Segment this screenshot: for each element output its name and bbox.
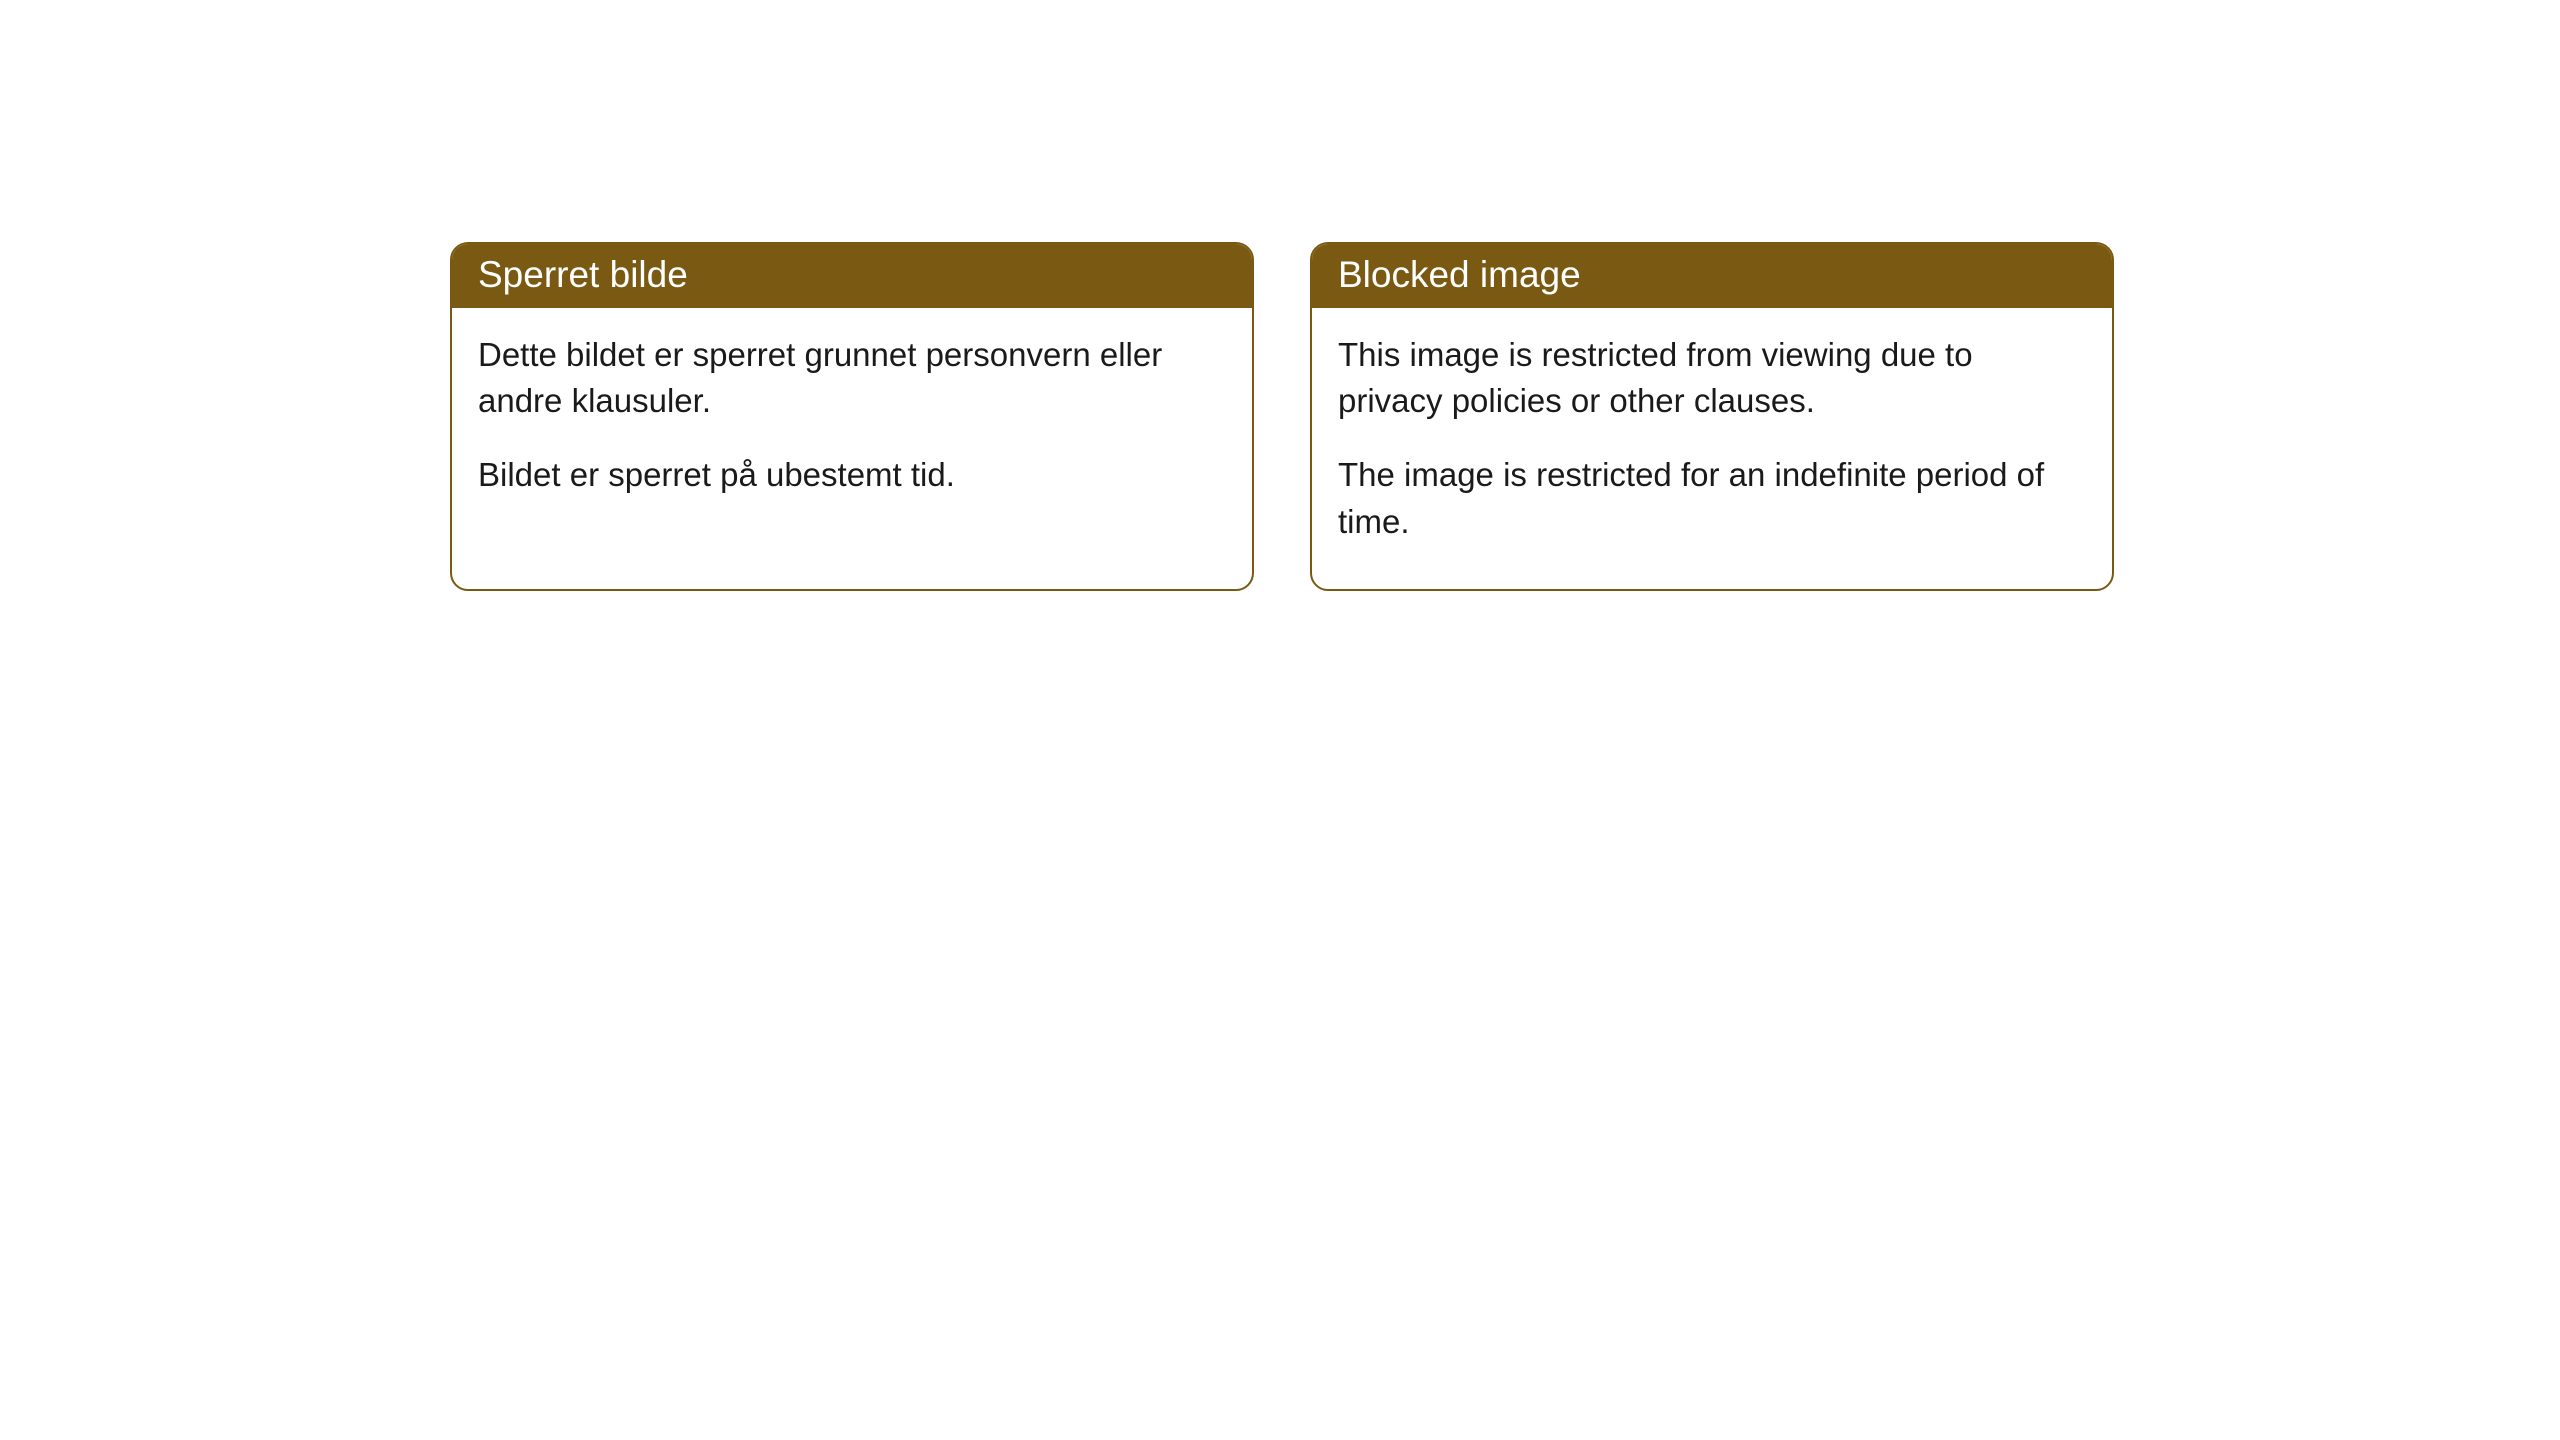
card-title: Sperret bilde xyxy=(478,254,688,295)
card-paragraph: The image is restricted for an indefinit… xyxy=(1338,452,2086,544)
card-header: Blocked image xyxy=(1312,244,2112,308)
card-title: Blocked image xyxy=(1338,254,1581,295)
card-header: Sperret bilde xyxy=(452,244,1252,308)
notice-card-norwegian: Sperret bilde Dette bildet er sperret gr… xyxy=(450,242,1254,591)
card-body: This image is restricted from viewing du… xyxy=(1312,308,2112,589)
card-paragraph: Bildet er sperret på ubestemt tid. xyxy=(478,452,1226,498)
card-paragraph: This image is restricted from viewing du… xyxy=(1338,332,2086,424)
card-body: Dette bildet er sperret grunnet personve… xyxy=(452,308,1252,543)
notice-cards-container: Sperret bilde Dette bildet er sperret gr… xyxy=(450,242,2560,591)
card-paragraph: Dette bildet er sperret grunnet personve… xyxy=(478,332,1226,424)
notice-card-english: Blocked image This image is restricted f… xyxy=(1310,242,2114,591)
